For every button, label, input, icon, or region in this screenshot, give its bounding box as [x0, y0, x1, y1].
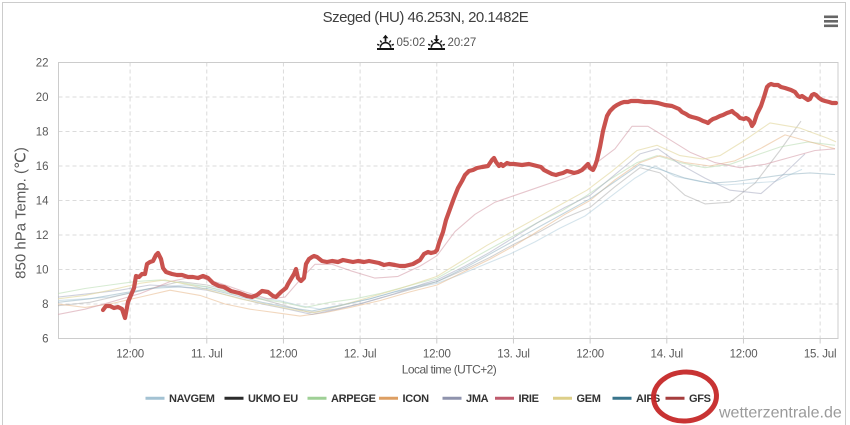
svg-text:20:27: 20:27: [448, 37, 477, 49]
svg-text:8: 8: [42, 299, 48, 311]
svg-text:05:02: 05:02: [397, 37, 426, 49]
svg-text:12. Jul: 12. Jul: [344, 349, 376, 361]
svg-text:6: 6: [42, 334, 48, 346]
svg-text:14. Jul: 14. Jul: [651, 349, 683, 361]
svg-text:NAVGEM: NAVGEM: [169, 393, 215, 405]
svg-text:12:00: 12:00: [576, 349, 604, 361]
svg-text:Szeged (HU) 46.253N, 20.1482E: Szeged (HU) 46.253N, 20.1482E: [323, 9, 529, 26]
svg-text:12:00: 12:00: [116, 349, 144, 361]
svg-text:20: 20: [36, 92, 49, 104]
svg-text:850 hPa Temp. (℃): 850 hPa Temp. (℃): [13, 147, 30, 279]
svg-text:GFS: GFS: [689, 393, 711, 405]
svg-text:12:00: 12:00: [730, 349, 758, 361]
svg-text:14: 14: [36, 196, 49, 208]
svg-text:12: 12: [36, 230, 49, 242]
svg-text:10: 10: [36, 265, 49, 277]
svg-text:13. Jul: 13. Jul: [497, 349, 529, 361]
svg-text:22: 22: [36, 58, 49, 70]
svg-text:Local time (UTC+2): Local time (UTC+2): [402, 363, 497, 377]
svg-text:UKMO EU: UKMO EU: [248, 393, 298, 405]
svg-text:18: 18: [36, 127, 49, 139]
svg-text:12:00: 12:00: [270, 349, 298, 361]
svg-text:wetterzentrale.de: wetterzentrale.de: [718, 405, 842, 422]
svg-text:GEM: GEM: [577, 393, 601, 405]
svg-text:12:00: 12:00: [423, 349, 451, 361]
svg-text:16: 16: [36, 161, 49, 173]
svg-text:JMA: JMA: [466, 393, 489, 405]
svg-text:11. Jul: 11. Jul: [191, 349, 223, 361]
svg-text:ARPEGE: ARPEGE: [331, 393, 376, 405]
svg-text:IRIE: IRIE: [519, 393, 539, 405]
svg-text:ICON: ICON: [403, 393, 430, 405]
svg-text:15. Jul: 15. Jul: [804, 349, 836, 361]
